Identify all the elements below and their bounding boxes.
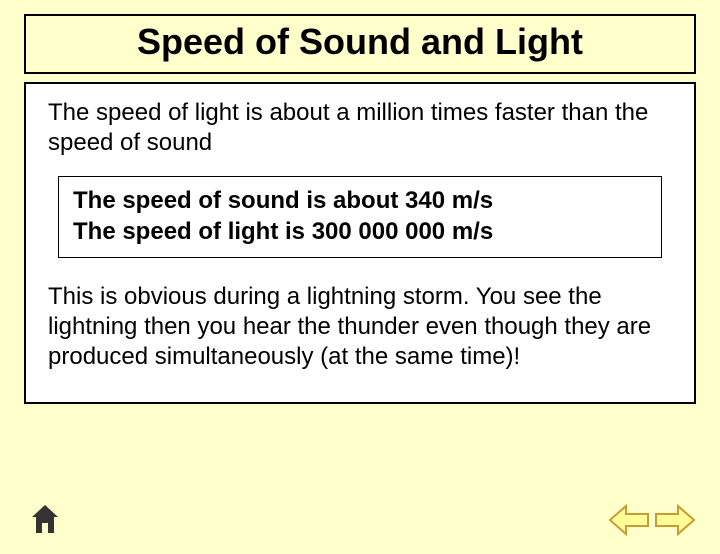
- home-icon[interactable]: [28, 503, 62, 540]
- fact-light: The speed of light is 300 000 000 m/s: [73, 216, 647, 247]
- next-arrow-icon[interactable]: [654, 503, 696, 542]
- intro-text: The speed of light is about a million ti…: [48, 98, 672, 158]
- fact-sound: The speed of sound is about 340 m/s: [73, 185, 647, 216]
- prev-arrow-icon[interactable]: [608, 503, 650, 542]
- explanation-text: This is obvious during a lightning storm…: [48, 282, 672, 372]
- facts-box: The speed of sound is about 340 m/s The …: [58, 176, 662, 258]
- page-title: Speed of Sound and Light: [36, 22, 684, 62]
- nav-arrows: [608, 503, 696, 542]
- title-box: Speed of Sound and Light: [24, 14, 696, 74]
- content-box: The speed of light is about a million ti…: [24, 82, 696, 404]
- nav-bar: [0, 500, 720, 544]
